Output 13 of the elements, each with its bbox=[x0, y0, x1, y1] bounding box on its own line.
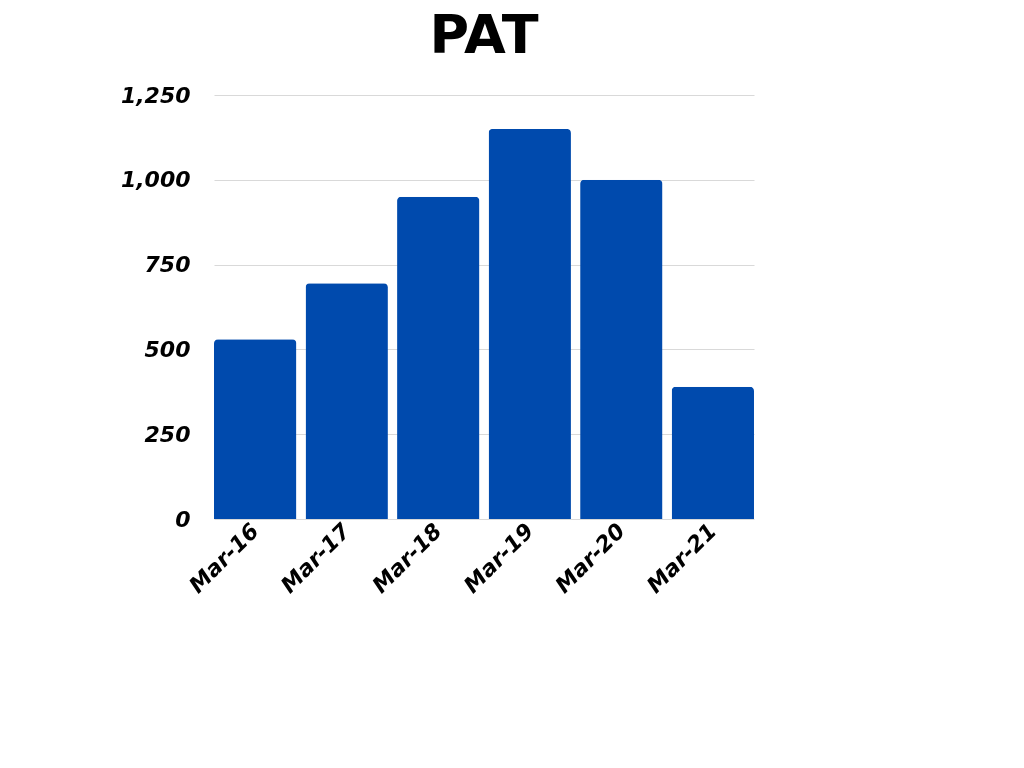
bar bbox=[580, 179, 663, 519]
bar bbox=[488, 128, 571, 519]
bar bbox=[671, 386, 754, 519]
bar bbox=[214, 339, 297, 519]
y-tick-label: 0 bbox=[175, 506, 191, 532]
y-tick-label: 500 bbox=[144, 336, 191, 362]
y-tick-label: 1,000 bbox=[120, 167, 191, 193]
chart-title: PAT bbox=[429, 3, 539, 66]
bar bbox=[305, 283, 388, 519]
y-tick-label: 250 bbox=[144, 421, 191, 447]
y-tick-label: 750 bbox=[144, 252, 191, 278]
y-tick-label: 1,250 bbox=[120, 82, 191, 108]
bar bbox=[397, 196, 480, 519]
